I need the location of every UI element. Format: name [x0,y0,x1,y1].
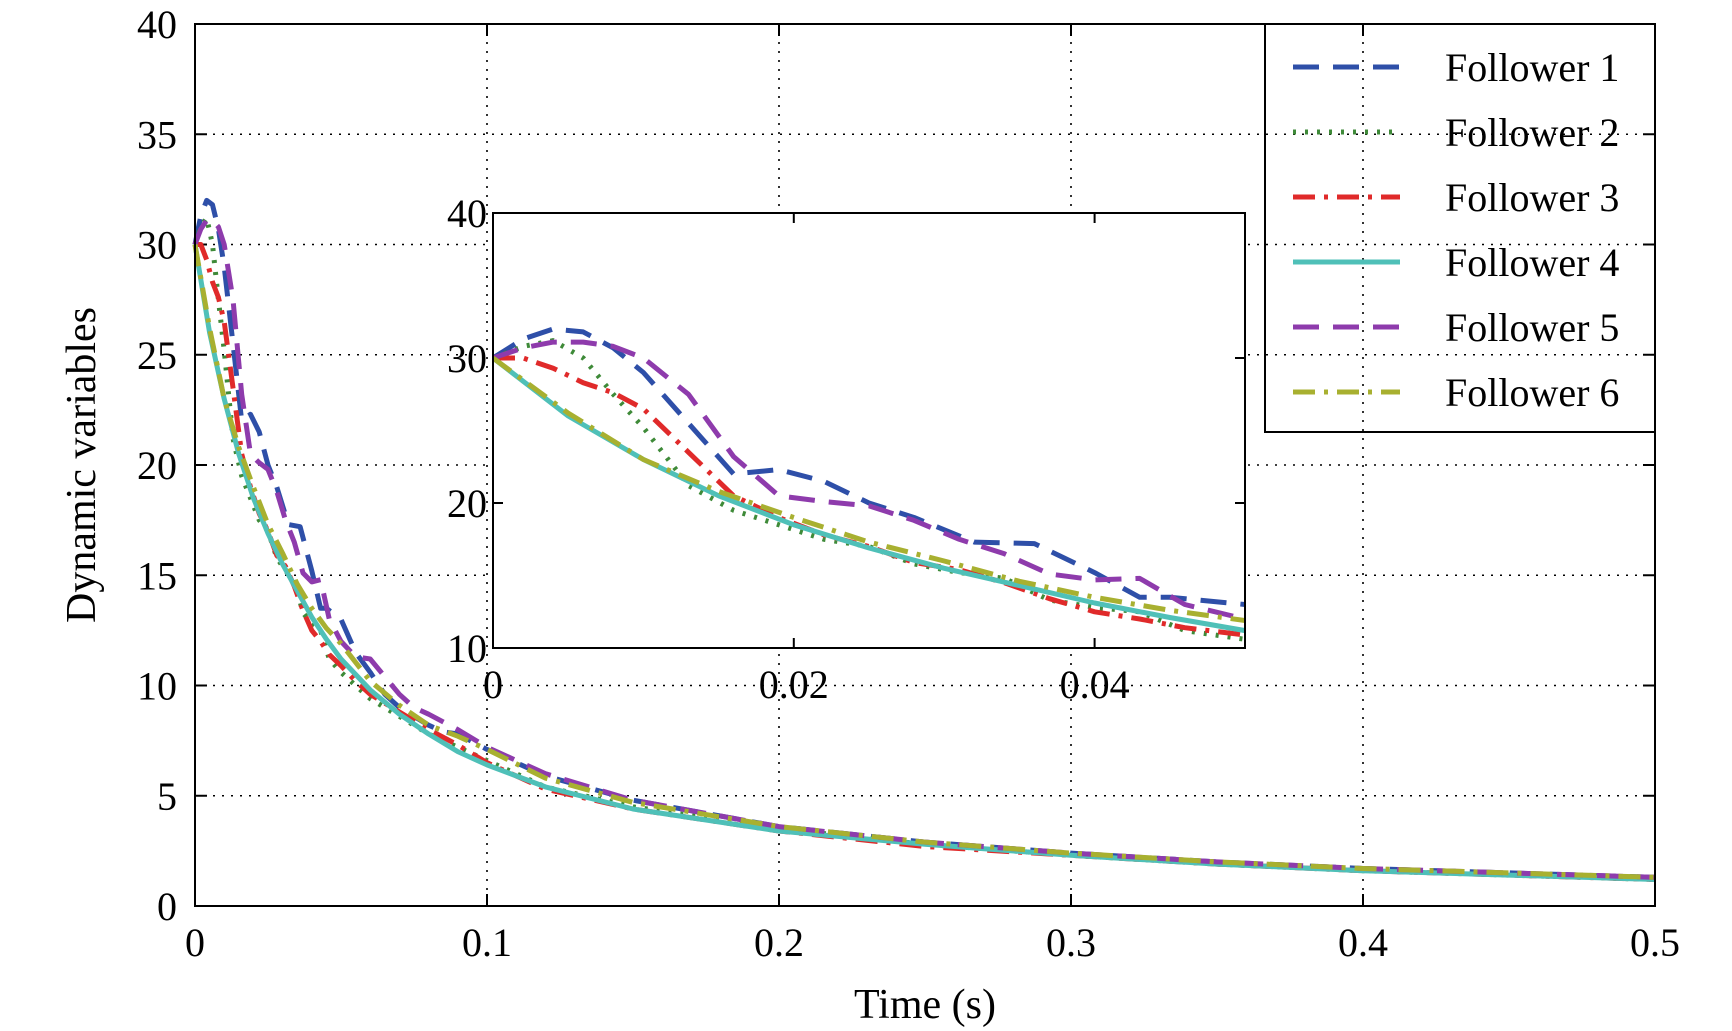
x-tick-label: 0.4 [1338,920,1388,965]
series-line-follower-6 [192,244,1656,880]
y-tick-label: 20 [137,443,177,488]
series-line-follower-4 [192,244,1656,882]
series-line-follower-3 [195,242,1656,882]
legend-items: Follower 1 Follower 2 Follower 3 Follower 4… [1293,45,1619,415]
inset-y-tick-label: 40 [447,191,487,236]
y-axis-label: Dynamic variables [59,307,105,623]
inset-zoom-plot: 0 0.02 0.04 10 20 30 40 [447,191,1246,707]
y-tick-label: 15 [137,553,177,598]
inset-background [493,213,1245,648]
legend-label: Follower 2 [1445,110,1619,155]
inset-y-tick-label: 10 [447,626,487,671]
x-tick-label: 0.5 [1630,920,1680,965]
main-series-lines [192,197,1656,882]
inset-series-line-follower-1 [493,326,1245,608]
legend-box [1264,23,1656,433]
x-tick-label: 0.2 [754,920,804,965]
y-tick-label: 25 [137,333,177,378]
y-tick-label: 40 [137,2,177,47]
inset-series-line-follower-4 [493,356,1245,634]
inset-series-line-follower-3 [493,355,1245,638]
y-tick-label: 10 [137,664,177,709]
legend-label: Follower 3 [1445,175,1619,220]
inset-x-tick-label: 0 [483,662,503,707]
inset-series-line-follower-2 [493,338,1245,642]
x-axis-label: Time (s) [854,982,996,1028]
legend-label: Follower 4 [1445,240,1619,285]
x-tick-label: 0.1 [462,920,512,965]
inset-series-line-follower-5 [493,339,1245,622]
legend-label: Follower 6 [1445,370,1619,415]
legend: Follower 1 Follower 2 Follower 3 Follower 4… [1264,23,1656,433]
legend-label: Follower 1 [1445,45,1619,90]
inset-y-tick-label: 20 [447,481,487,526]
inset-x-tick-label: 0.04 [1060,662,1130,707]
inset-series-lines [493,326,1245,642]
y-tick-label: 5 [157,774,177,819]
main-tick-labels: 0 0.1 0.2 0.3 0.4 0.5 0 5 10 15 20 25 30 35 40 [137,2,1680,965]
inset-tick-labels: 0 0.02 0.04 10 20 30 40 [447,191,1130,707]
x-tick-label: 0.3 [1046,920,1096,965]
inset-plot-frame [492,212,1246,649]
inset-x-tick-label: 0.02 [759,662,829,707]
main-plot-frame [194,23,1656,907]
y-tick-label: 30 [137,223,177,268]
inset-y-tick-label: 30 [447,336,487,381]
y-tick-label: 0 [157,884,177,929]
x-tick-label: 0 [185,920,205,965]
y-tick-label: 35 [137,112,177,157]
inset-series-line-follower-6 [493,355,1245,624]
legend-label: Follower 5 [1445,305,1619,350]
